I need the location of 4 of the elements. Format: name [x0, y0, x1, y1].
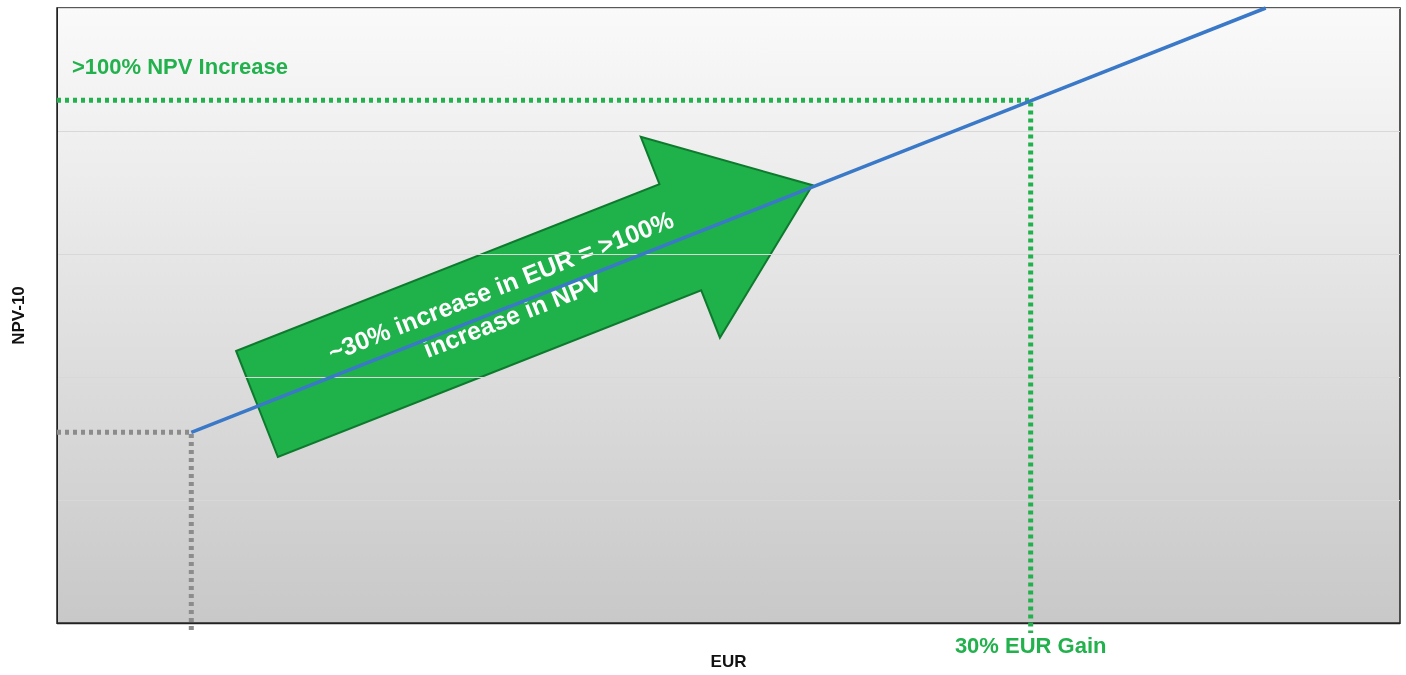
x-axis-title: EUR	[710, 652, 747, 671]
text: 30% EUR Gain	[954, 632, 1107, 658]
ref-line-label: >100% NPV Increase	[72, 53, 288, 79]
y-axis-title: NPV-10	[9, 286, 28, 345]
